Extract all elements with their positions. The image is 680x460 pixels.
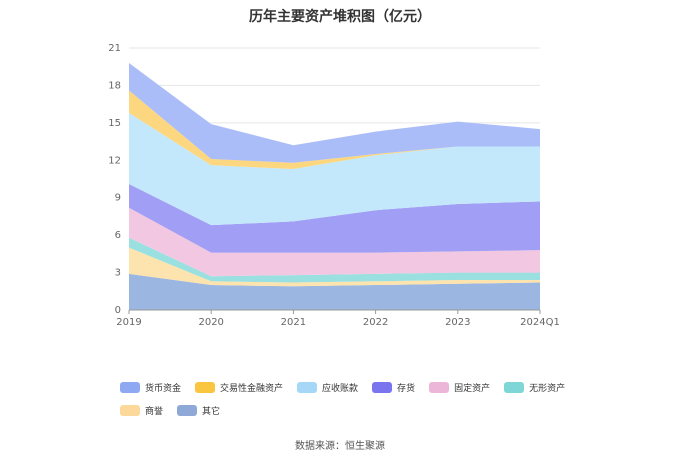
area-series-0: [129, 273, 540, 310]
stacked-area-chart: 0 3 6 9 12 15 18 21 2019 2020 2021 2022 2023 2024Q1: [108, 43, 560, 328]
legend-swatch: [504, 382, 525, 393]
legend-item[interactable]: 应收账款: [297, 381, 358, 394]
legend-swatch: [429, 382, 450, 393]
legend-label: 存货: [397, 384, 416, 394]
legend-label: 货币资金: [145, 384, 182, 394]
legend-label: 应收账款: [322, 384, 359, 394]
x-tick-label: 2023: [445, 317, 470, 328]
legend-item[interactable]: 存货: [372, 381, 415, 394]
legend-label: 交易性金融资产: [220, 384, 284, 394]
legend-label: 固定资产: [454, 384, 491, 394]
legend-swatch: [372, 382, 393, 393]
y-tick-label: 18: [108, 80, 121, 91]
area-series-1: [129, 247, 540, 287]
legend-item[interactable]: 货币资金: [120, 381, 181, 394]
y-tick-label: 21: [108, 43, 121, 54]
legend-swatch: [177, 405, 198, 416]
y-tick-label: 15: [108, 118, 121, 129]
legend-item[interactable]: 其它: [177, 404, 220, 417]
legend-item[interactable]: 固定资产: [429, 381, 490, 394]
legend-label: 商誉: [145, 407, 164, 417]
legend-item[interactable]: 商誉: [120, 404, 163, 417]
area-series-4: [129, 183, 540, 253]
area-series-2: [129, 237, 540, 283]
y-tick-label: 9: [115, 193, 121, 204]
y-tick-label: 3: [115, 268, 121, 279]
x-tick-label: 2019: [116, 317, 141, 328]
chart-title: 历年主要资产堆积图（亿元）: [249, 9, 431, 25]
data-source-note: 数据来源：恒生聚源: [295, 441, 385, 452]
area-series-5: [129, 112, 540, 226]
legend-item[interactable]: 交易性金融资产: [195, 381, 283, 394]
x-tick-label: 2021: [281, 317, 306, 328]
x-tick-label: 2024Q1: [520, 317, 560, 328]
axes: 0 3 6 9 12 15 18 21 2019 2020 2021 2022 2023 2024Q1: [108, 43, 560, 328]
legend-swatch: [297, 382, 318, 393]
legend: 货币资金 交易性金融资产 应收账款 存货 固定资产 无形资产商誉 其它: [120, 378, 580, 424]
y-tick-label: 0: [115, 305, 121, 316]
legend-item[interactable]: 无形资产: [504, 381, 565, 394]
legend-label: 无形资产: [529, 384, 566, 394]
area-series-3: [129, 207, 540, 277]
y-tick-label: 12: [108, 155, 121, 166]
area-series-group: [129, 62, 540, 310]
legend-swatch: [195, 382, 216, 393]
legend-label: 其它: [202, 407, 221, 417]
legend-swatch: [120, 405, 140, 416]
area-series-7: [129, 62, 540, 163]
legend-swatch: [120, 382, 140, 393]
x-tick-label: 2020: [198, 317, 223, 328]
y-tick-label: 6: [115, 230, 121, 241]
x-tick-label: 2022: [363, 317, 388, 328]
